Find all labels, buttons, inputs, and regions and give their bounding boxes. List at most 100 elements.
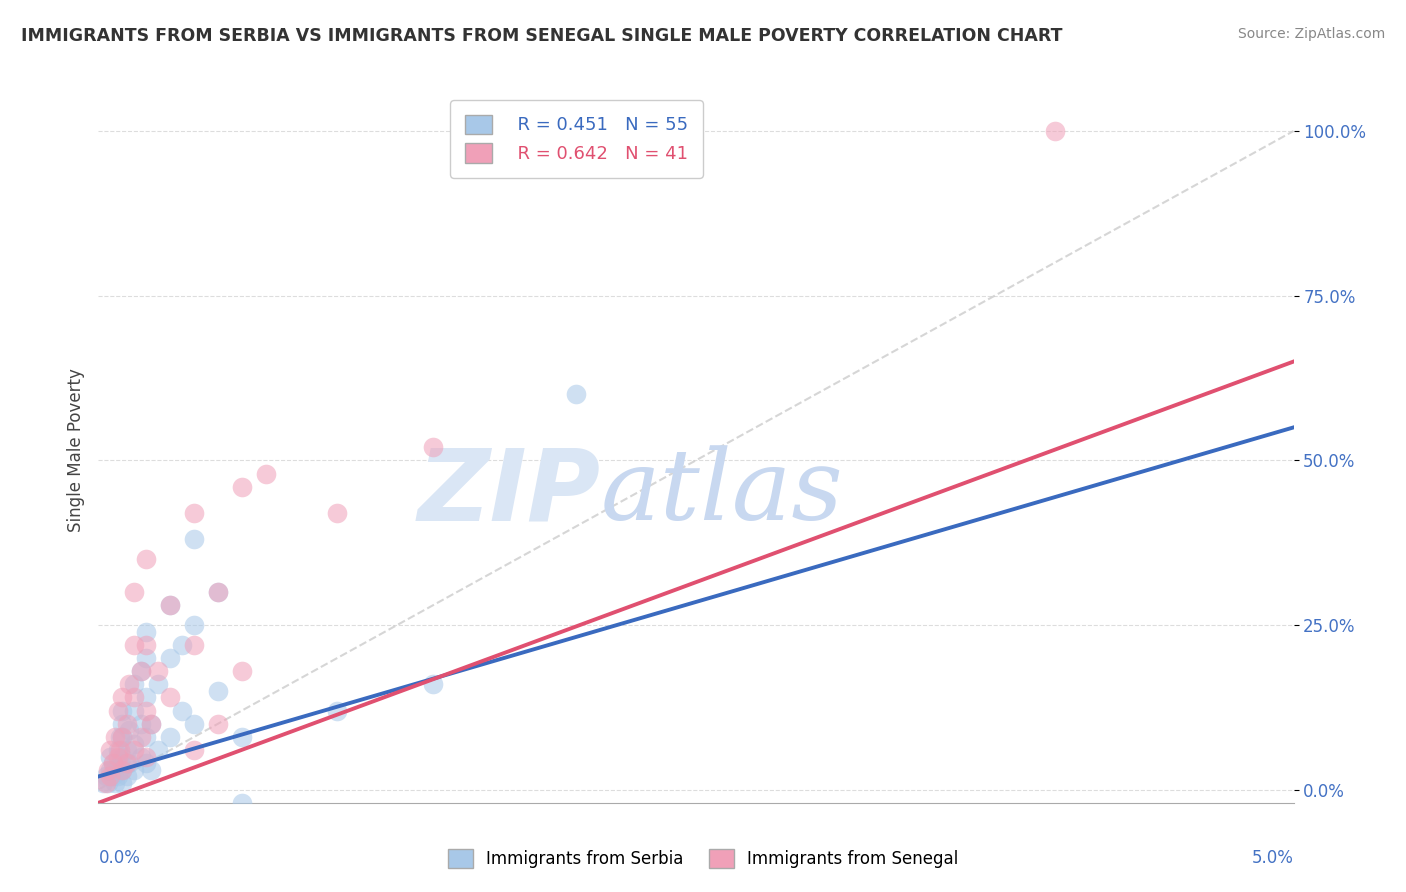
Point <box>139 716 162 731</box>
Point <box>172 638 194 652</box>
Text: atlas: atlas <box>600 445 844 541</box>
Point <box>135 704 157 718</box>
Point <box>101 769 124 783</box>
Point <box>135 690 157 705</box>
Point <box>135 552 157 566</box>
Text: 5.0%: 5.0% <box>1251 848 1294 867</box>
Point <box>183 743 205 757</box>
Point <box>107 769 129 783</box>
Point <box>124 585 146 599</box>
Point <box>111 730 134 744</box>
Point <box>135 756 157 771</box>
Point <box>139 716 162 731</box>
Point <box>278 809 301 823</box>
Point <box>104 763 127 777</box>
Point <box>231 664 253 678</box>
Point <box>159 599 181 613</box>
Point <box>124 704 146 718</box>
Point <box>104 730 127 744</box>
Point <box>183 506 205 520</box>
Point <box>108 756 131 771</box>
Point <box>1043 124 1066 138</box>
Text: IMMIGRANTS FROM SERBIA VS IMMIGRANTS FROM SENEGAL SINGLE MALE POVERTY CORRELATIO: IMMIGRANTS FROM SERBIA VS IMMIGRANTS FRO… <box>21 27 1063 45</box>
Point <box>183 716 205 731</box>
Point <box>207 716 229 731</box>
Point <box>231 730 253 744</box>
Point <box>98 763 122 777</box>
Point <box>148 664 170 678</box>
Point <box>94 776 117 790</box>
Point <box>115 756 138 771</box>
Point <box>148 743 170 757</box>
Point <box>159 599 181 613</box>
Point <box>159 730 181 744</box>
Point <box>124 638 146 652</box>
Point <box>124 763 146 777</box>
Point <box>326 506 349 520</box>
Point <box>231 796 253 810</box>
Point <box>148 677 170 691</box>
Point <box>111 763 134 777</box>
Point <box>115 743 138 757</box>
Point <box>124 737 146 751</box>
Point <box>172 704 194 718</box>
Point <box>97 776 120 790</box>
Point <box>135 749 157 764</box>
Point <box>111 690 134 705</box>
Point <box>183 638 205 652</box>
Point <box>97 763 120 777</box>
Point <box>108 730 131 744</box>
Point <box>139 763 162 777</box>
Point <box>115 769 138 783</box>
Point <box>124 743 146 757</box>
Point <box>108 743 131 757</box>
Point <box>118 677 141 691</box>
Point <box>326 704 349 718</box>
Text: Source: ZipAtlas.com: Source: ZipAtlas.com <box>1237 27 1385 41</box>
Point <box>422 677 444 691</box>
Point <box>159 651 181 665</box>
Point <box>111 776 134 790</box>
Text: 0.0%: 0.0% <box>98 848 141 867</box>
Point <box>207 585 229 599</box>
Point <box>124 690 146 705</box>
Point <box>98 769 122 783</box>
Point <box>107 704 129 718</box>
Point <box>131 664 153 678</box>
Text: ZIP: ZIP <box>418 444 600 541</box>
Point <box>135 730 157 744</box>
Point <box>111 704 134 718</box>
Point <box>111 730 134 744</box>
Point <box>278 809 301 823</box>
Legend:   R = 0.451   N = 55,   R = 0.642   N = 41: R = 0.451 N = 55, R = 0.642 N = 41 <box>450 100 703 178</box>
Point <box>104 776 127 790</box>
Point <box>131 749 153 764</box>
Point <box>207 585 229 599</box>
Point <box>107 749 129 764</box>
Point <box>131 716 153 731</box>
Point <box>101 756 124 771</box>
Point <box>135 638 157 652</box>
Legend: Immigrants from Serbia, Immigrants from Senegal: Immigrants from Serbia, Immigrants from … <box>441 843 965 875</box>
Point <box>118 756 141 771</box>
Point <box>107 743 129 757</box>
Point <box>135 624 157 639</box>
Point <box>183 618 205 632</box>
Point <box>101 756 124 771</box>
Point <box>254 467 277 481</box>
Point <box>422 440 444 454</box>
Point <box>159 690 181 705</box>
Y-axis label: Single Male Poverty: Single Male Poverty <box>66 368 84 533</box>
Point <box>565 387 588 401</box>
Point <box>207 683 229 698</box>
Point <box>183 533 205 547</box>
Point <box>111 763 134 777</box>
Point <box>131 664 153 678</box>
Point <box>98 743 122 757</box>
Point <box>231 480 253 494</box>
Point <box>98 749 122 764</box>
Point <box>91 776 114 790</box>
Point <box>94 769 117 783</box>
Point <box>131 730 153 744</box>
Point <box>118 723 141 738</box>
